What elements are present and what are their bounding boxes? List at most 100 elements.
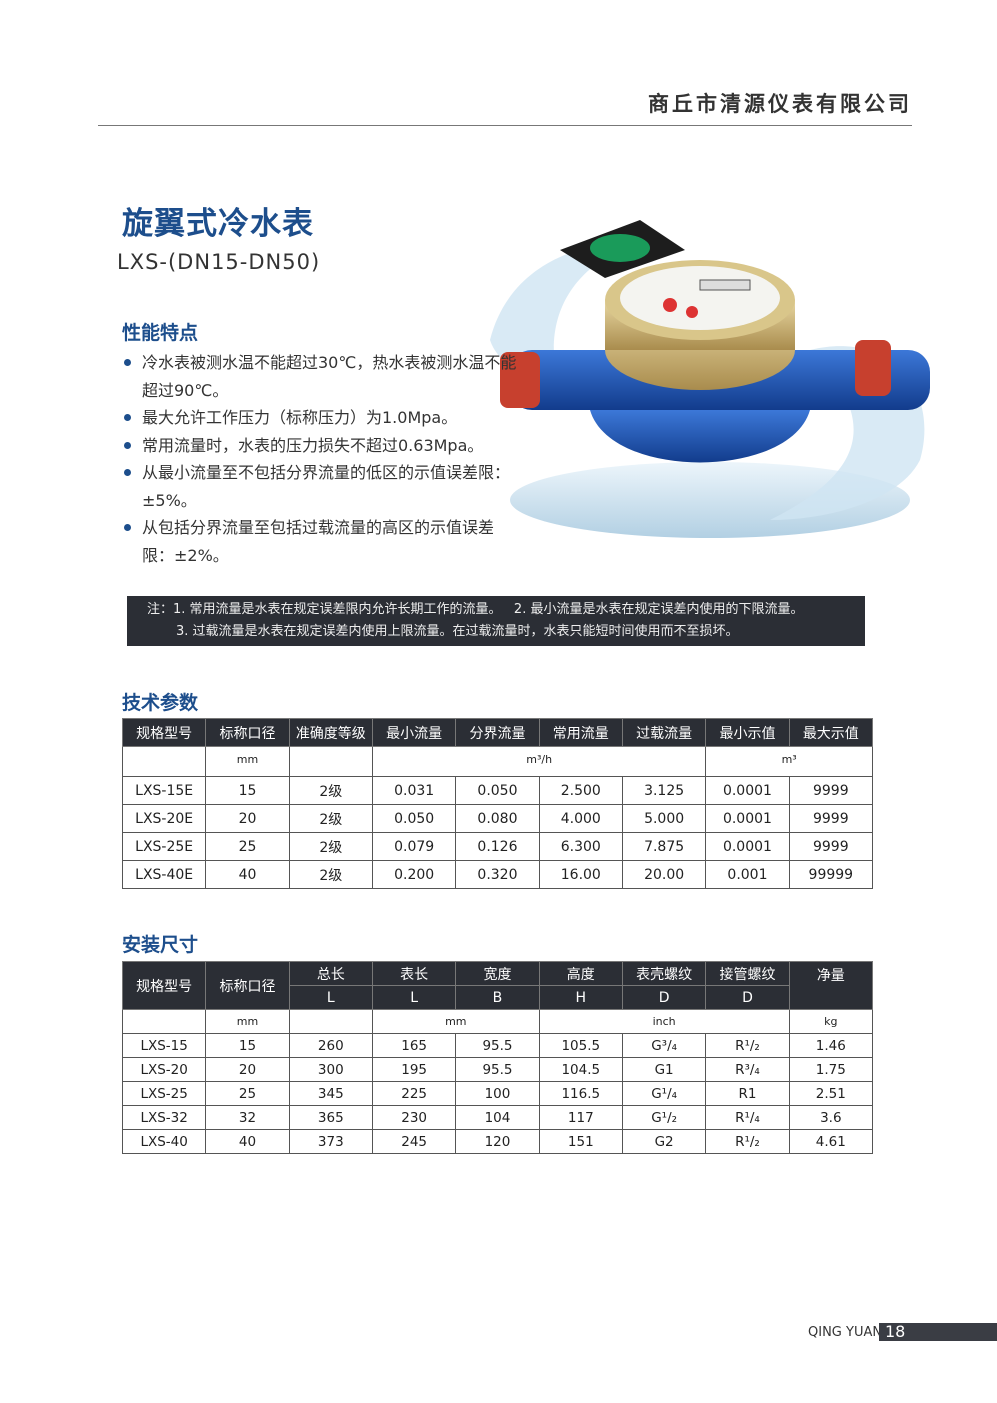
unit-reading: m³: [705, 746, 873, 777]
table-row: LXS-25 25 345 225 100 116.5 G¹/₄ R1 2.51: [121, 1081, 874, 1106]
table-cell: 0.050: [455, 776, 540, 805]
unit-flow: m³/h: [371, 746, 707, 777]
col-header: 标称口径: [205, 718, 290, 747]
feature-item: 从包括分界流量至包括过载流量的高区的示值误差限：±2%。: [122, 514, 522, 569]
table-row: LXS-40E 40 2级 0.200 0.320 16.00 20.00 0.001 9999…: [121, 860, 874, 889]
table-cell: 2级: [288, 776, 373, 805]
table-cell: 0.080: [455, 804, 540, 833]
table-cell: 120: [455, 1129, 540, 1154]
table-cell: 345: [288, 1081, 373, 1106]
table-cell: LXS-20E: [121, 804, 207, 833]
feature-item: 最大允许工作压力（标称压力）为1.0Mpa。: [122, 404, 522, 432]
table-cell: 0.031: [371, 776, 457, 805]
page-number: 18: [879, 1323, 997, 1341]
table-cell: 100: [455, 1081, 540, 1106]
table-cell: 32: [205, 1105, 290, 1130]
table-cell: 2级: [288, 804, 373, 833]
table-cell: 0.320: [455, 860, 540, 889]
col-header: 接管螺纹: [705, 961, 790, 986]
table-row: LXS-15E 15 2级 0.031 0.050 2.500 3.125 0.0001 999…: [121, 776, 874, 805]
feature-item: 从最小流量至不包括分界流量的低区的示值误差限：±5%。: [122, 459, 522, 514]
install-dims-table: 规格型号 标称口径 总长 表长 宽度 高度 表壳螺纹 接管螺纹 净量 L L B…: [121, 961, 874, 1154]
sub-header: D: [621, 985, 707, 1010]
table-cell: LXS-40E: [121, 860, 207, 889]
unit-row: mm mm inch kg: [121, 1009, 874, 1034]
table-cell: 15: [205, 776, 290, 805]
table-cell: 116.5: [538, 1081, 623, 1106]
note-line-1: 注：1. 常用流量是水表在规定误差限内允许长期工作的流量。 2. 最小流量是水表…: [147, 602, 804, 617]
col-header: 准确度等级: [288, 718, 373, 747]
install-dims-heading: 安装尺寸: [122, 934, 199, 956]
col-header: 最小示值: [705, 718, 790, 747]
table-cell: 20: [205, 1057, 290, 1082]
table-cell: 1.75: [788, 1057, 874, 1082]
table-cell: 165: [371, 1033, 457, 1058]
col-header: 表壳螺纹: [621, 961, 707, 986]
table-cell: 245: [371, 1129, 457, 1154]
feature-item: 常用流量时，水表的压力损失不超过0.63Mpa。: [122, 432, 522, 460]
sub-header: H: [538, 985, 623, 1010]
col-header: 过载流量: [621, 718, 707, 747]
table-cell: 2.51: [788, 1081, 874, 1106]
table-cell: R³/₄: [705, 1057, 790, 1082]
table-cell: LXS-15E: [121, 776, 207, 805]
table-cell: 225: [371, 1081, 457, 1106]
product-title: 旋翼式冷水表: [122, 206, 314, 242]
col-header: 表长: [371, 961, 457, 986]
unit-diameter: mm: [205, 1009, 290, 1034]
col-header: 高度: [538, 961, 623, 986]
table-cell: 20.00: [621, 860, 707, 889]
table-cell: 16.00: [538, 860, 623, 889]
table-cell: 6.300: [538, 832, 623, 861]
sub-header: L: [288, 985, 373, 1010]
table-cell: 25: [205, 1081, 290, 1106]
table-cell: G2: [621, 1129, 707, 1154]
unit-thread: inch: [538, 1009, 790, 1034]
table-cell: 300: [288, 1057, 373, 1082]
table-cell: 117: [538, 1105, 623, 1130]
table-cell: 95.5: [455, 1033, 540, 1058]
table-cell: LXS-40: [121, 1129, 207, 1154]
table-cell: 99999: [788, 860, 874, 889]
table-cell: 95.5: [455, 1057, 540, 1082]
footer-brand: QING YUAN: [808, 1325, 883, 1340]
table-cell: R¹/₂: [705, 1129, 790, 1154]
table-cell: 0.079: [371, 832, 457, 861]
col-header: 规格型号: [121, 718, 207, 747]
table-cell: G¹/₄: [621, 1081, 707, 1106]
table-cell: 5.000: [621, 804, 707, 833]
table-cell: G³/₄: [621, 1033, 707, 1058]
table-cell: 0.200: [371, 860, 457, 889]
col-header: 分界流量: [455, 718, 540, 747]
col-header: 最大示值: [788, 718, 874, 747]
water-meter-image: [490, 220, 930, 538]
table-cell: 373: [288, 1129, 373, 1154]
table-cell: 2.500: [538, 776, 623, 805]
table-cell: 1.46: [788, 1033, 874, 1058]
table-cell: LXS-20: [121, 1057, 207, 1082]
table-cell: LXS-32: [121, 1105, 207, 1130]
table-row: LXS-40 40 373 245 120 151 G2 R¹/₂ 4.61: [121, 1129, 874, 1154]
sub-header: L: [371, 985, 457, 1010]
product-model: LXS-(DN15-DN50): [117, 250, 321, 274]
table-row: LXS-20E 20 2级 0.050 0.080 4.000 5.000 0.0001 999…: [121, 804, 874, 833]
table-cell: 4.61: [788, 1129, 874, 1154]
table-cell: 3.125: [621, 776, 707, 805]
table-cell: 2级: [288, 832, 373, 861]
table-cell: R¹/₄: [705, 1105, 790, 1130]
table-cell: 15: [205, 1033, 290, 1058]
table-cell: G1: [621, 1057, 707, 1082]
table-cell: 9999: [788, 776, 874, 805]
table-cell: G¹/₂: [621, 1105, 707, 1130]
table-cell: 20: [205, 804, 290, 833]
features-list: 冷水表被测水温不能超过30℃，热水表被测水温不能超过90℃。 最大允许工作压力（…: [122, 349, 522, 569]
table-cell: 195: [371, 1057, 457, 1082]
col-header: 常用流量: [538, 718, 623, 747]
unit-diameter: mm: [205, 746, 290, 777]
tech-params-table: 规格型号 标称口径 准确度等级 最小流量 分界流量 常用流量 过载流量 最小示值 最大示值 mm…: [121, 718, 874, 889]
unit-weight: kg: [788, 1009, 874, 1034]
table-cell: 9999: [788, 832, 874, 861]
feature-item: 冷水表被测水温不能超过30℃，热水表被测水温不能超过90℃。: [122, 349, 522, 404]
table-cell: 260: [288, 1033, 373, 1058]
header-divider: [98, 125, 912, 126]
